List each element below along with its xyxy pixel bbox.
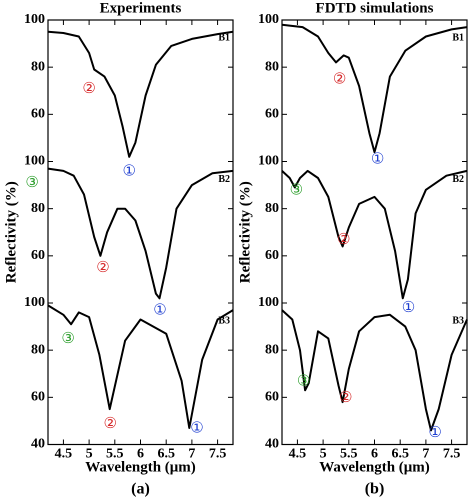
mode-annotation: ② [82, 79, 95, 97]
mode-annotation: ① [428, 423, 441, 441]
x-axis-label: Wavelength (μm) [319, 459, 430, 475]
series-label: B2 [218, 174, 230, 185]
y-tick-label: 100 [24, 12, 45, 27]
mode-annotation: ① [190, 418, 203, 436]
y-tick-label: 60 [265, 390, 279, 405]
x-tick-label: 7 [188, 447, 195, 462]
reflectivity-curve [47, 30, 234, 158]
mode-annotation: ③ [25, 173, 38, 191]
panel-caption: (b) [365, 481, 385, 498]
y-tick-label: 60 [31, 390, 45, 405]
x-axis-label: Wavelength (μm) [85, 459, 196, 475]
y-tick-label: 80 [265, 59, 279, 74]
reflectivity-curve [47, 304, 234, 429]
y-tick-label: 80 [31, 201, 45, 216]
y-tick-label: 40 [265, 437, 279, 452]
x-tick-label: 5 [320, 447, 327, 462]
reflectivity-curve [47, 167, 234, 300]
x-tick-label: 5 [86, 447, 93, 462]
mode-annotation: ② [333, 69, 346, 87]
x-tick-label: 6.5 [157, 447, 175, 462]
mode-annotation: ③ [290, 180, 303, 198]
reflectivity-curve [281, 309, 468, 432]
x-tick-label: 7.5 [443, 447, 461, 462]
plot-frame [47, 19, 234, 446]
x-tick-label: 5.5 [106, 447, 124, 462]
x-tick-label: 5.5 [340, 447, 358, 462]
y-tick-label: 100 [24, 154, 45, 169]
reflectivity-curve [281, 23, 468, 154]
y-tick-label: 100 [258, 154, 279, 169]
y-tick-label: 80 [265, 342, 279, 357]
panel-caption: (a) [131, 481, 150, 498]
y-tick-label: 100 [258, 295, 279, 310]
series-label: B1 [452, 32, 464, 43]
x-tick-label: 6 [371, 447, 378, 462]
series-label: B1 [218, 32, 230, 43]
y-tick-label: 60 [265, 248, 279, 263]
series-label: B2 [452, 174, 464, 185]
panel-title: FDTD simulations [316, 0, 434, 16]
x-tick-label: 4.5 [55, 447, 73, 462]
series-label: B3 [452, 315, 464, 326]
x-tick-label: 6 [137, 447, 144, 462]
x-tick-label: 7 [422, 447, 429, 462]
mode-annotation: ② [339, 388, 352, 406]
mode-annotation: ① [402, 298, 415, 316]
mode-annotation: ③ [61, 329, 74, 347]
y-tick-label: 100 [24, 295, 45, 310]
y-axis-label: Reflectivity (%) [3, 181, 19, 283]
y-tick-label: 80 [31, 59, 45, 74]
mode-annotation: ② [337, 230, 350, 248]
series-label: B3 [218, 315, 230, 326]
x-tick-label: 6.5 [391, 447, 409, 462]
y-tick-label: 40 [31, 437, 45, 452]
y-tick-label: 80 [265, 201, 279, 216]
y-tick-label: 80 [31, 342, 45, 357]
mode-annotation: ① [122, 161, 135, 179]
mode-annotation: ② [96, 258, 109, 276]
mode-annotation: ③ [297, 371, 310, 389]
y-axis-label: Reflectivity (%) [237, 181, 253, 283]
y-tick-label: 60 [31, 248, 45, 263]
x-tick-label: 7.5 [209, 447, 227, 462]
reflectivity-curve [281, 169, 468, 300]
y-tick-label: 60 [265, 107, 279, 122]
panel-title: Experiments [100, 0, 182, 16]
y-tick-label: 60 [31, 107, 45, 122]
mode-annotation: ① [371, 150, 384, 168]
y-tick-label: 100 [258, 12, 279, 27]
mode-annotation: ② [103, 414, 116, 432]
x-tick-label: 4.5 [289, 447, 307, 462]
mode-annotation: ① [153, 301, 166, 319]
